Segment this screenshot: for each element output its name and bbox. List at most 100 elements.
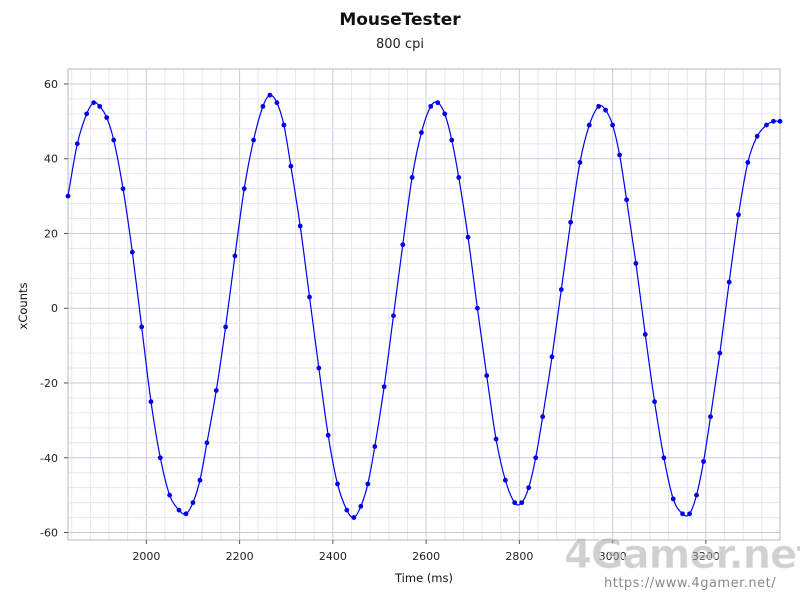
data-point	[84, 111, 90, 117]
data-point	[652, 399, 657, 405]
data-point	[610, 122, 616, 128]
watermark-url: https://www.4gamer.net/	[604, 576, 777, 591]
x-tick-label: 2400	[319, 550, 347, 563]
data-point	[281, 122, 287, 128]
x-tick-label: 2600	[412, 550, 440, 563]
data-point	[642, 332, 648, 337]
data-point	[197, 477, 203, 483]
data-point	[558, 287, 564, 292]
data-point	[241, 186, 247, 192]
data-point	[745, 160, 751, 165]
data-point	[213, 388, 219, 393]
data-point	[120, 186, 126, 192]
data-point	[111, 137, 117, 143]
data-point	[519, 500, 525, 506]
x-tick-label: 2000	[132, 550, 160, 563]
data-point	[680, 511, 685, 517]
data-point	[335, 481, 340, 487]
data-point	[687, 511, 692, 517]
y-tick-label: 20	[44, 227, 58, 240]
data-point	[232, 253, 238, 259]
data-point	[456, 175, 462, 180]
data-point	[633, 260, 639, 266]
series	[65, 92, 783, 520]
data-point	[624, 197, 629, 203]
data-point	[586, 122, 592, 128]
chart-title: MouseTester	[339, 10, 461, 30]
data-point	[104, 115, 110, 120]
y-tick-label: 60	[44, 78, 58, 91]
data-point	[540, 414, 546, 420]
data-point	[351, 515, 357, 520]
data-point	[442, 111, 448, 117]
data-point	[316, 365, 322, 371]
data-point	[91, 100, 97, 106]
grid	[68, 68, 780, 540]
data-point	[764, 122, 769, 128]
data-point	[307, 294, 312, 300]
x-tick-label: 2800	[505, 550, 533, 563]
data-point	[167, 492, 173, 498]
x-axis-label: Time (ms)	[394, 571, 453, 585]
x-tick-label: 3200	[692, 550, 720, 563]
data-point	[484, 373, 490, 378]
data-point	[694, 492, 699, 498]
data-point	[381, 384, 387, 390]
y-tick-label: -40	[40, 452, 58, 465]
data-point	[771, 118, 776, 124]
data-point	[736, 212, 741, 218]
data-point	[400, 242, 406, 248]
y-axis-label: xCounts	[16, 283, 30, 330]
data-point	[754, 133, 760, 139]
data-point	[419, 130, 424, 135]
data-point	[297, 223, 303, 229]
data-point	[372, 444, 378, 449]
data-point	[726, 279, 732, 285]
data-point	[274, 100, 280, 106]
data-point	[533, 455, 539, 461]
data-point	[708, 414, 713, 420]
data-point	[777, 118, 783, 124]
data-point	[325, 432, 331, 438]
data-point	[365, 481, 371, 487]
data-point	[267, 92, 273, 98]
data-point	[670, 496, 676, 502]
data-point	[260, 103, 266, 109]
data-point	[223, 324, 229, 330]
site-watermark: 4Gamer.net https://www.4gamer.net/	[560, 532, 800, 596]
data-point	[701, 459, 706, 464]
data-point	[176, 507, 182, 513]
x-tick-label: 3000	[599, 550, 627, 563]
axes: 2000 2200 2400 2600 2800 3000 3200 -60 -40 -20 0 20…	[40, 78, 720, 563]
data-point	[717, 350, 723, 356]
x-tick-label: 2200	[226, 550, 254, 563]
data-point	[148, 399, 154, 405]
data-point	[661, 455, 667, 461]
y-tick-label: -60	[40, 527, 58, 540]
data-point	[157, 455, 163, 461]
data-point	[129, 249, 135, 255]
data-point	[512, 500, 518, 506]
data-point	[549, 354, 555, 360]
data-point	[204, 440, 210, 446]
data-point	[603, 107, 609, 113]
data-point	[288, 163, 294, 169]
y-tick-label: -20	[40, 377, 58, 390]
data-point	[617, 152, 623, 158]
data-point	[465, 234, 471, 240]
data-point	[428, 103, 434, 109]
data-point	[596, 103, 602, 109]
data-point	[74, 141, 80, 147]
plot-area	[67, 68, 781, 541]
data-point	[190, 500, 196, 506]
chart-subtitle: 800 cpi	[376, 37, 424, 52]
data-point	[183, 511, 189, 517]
data-point	[435, 100, 441, 106]
data-point	[449, 137, 455, 143]
data-point	[409, 175, 415, 180]
data-point	[493, 436, 499, 442]
data-point	[358, 503, 364, 509]
watermark-logo: 4Gamer.net	[563, 532, 800, 579]
data-point	[139, 324, 145, 330]
